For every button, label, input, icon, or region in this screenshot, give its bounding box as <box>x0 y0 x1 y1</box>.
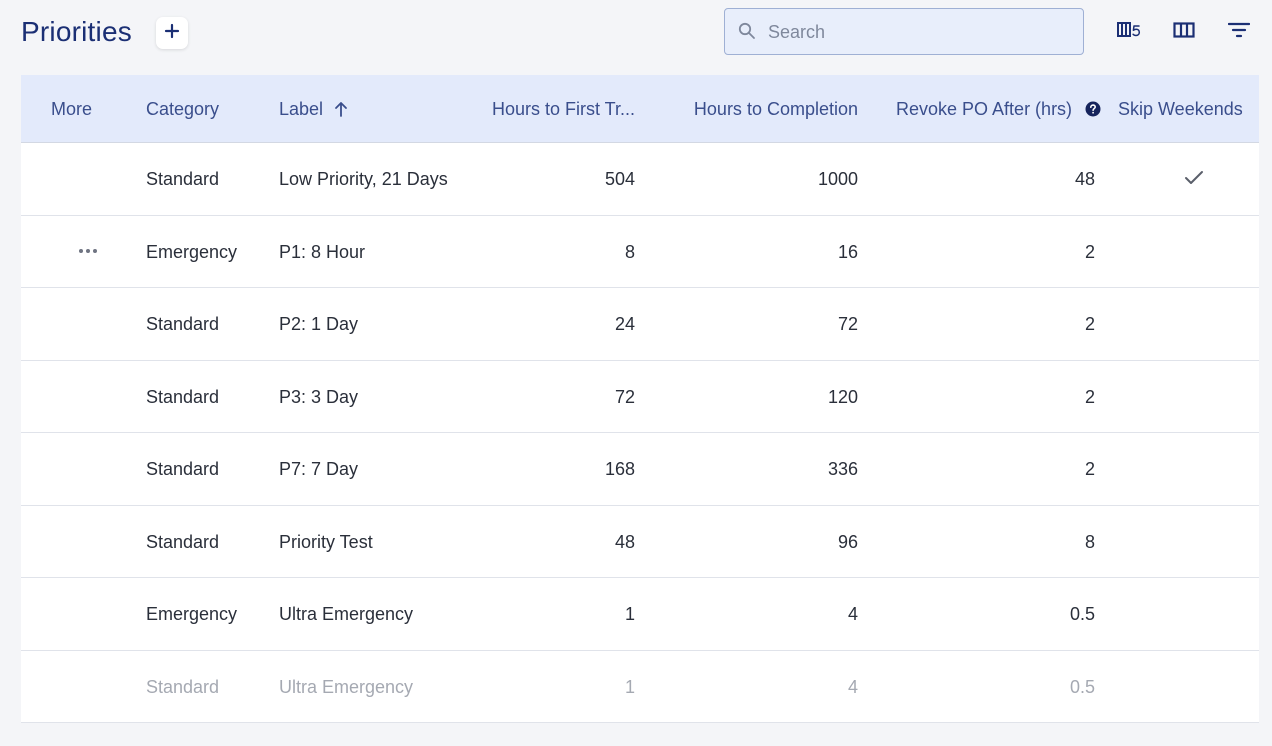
column-header-revoke-text: Revoke PO After (hrs) <box>896 99 1073 119</box>
cell-label: Priority Test <box>279 531 373 552</box>
cell-hours-completion: 96 <box>837 531 858 552</box>
cell-hours-completion: 4 <box>847 676 858 697</box>
table-row[interactable]: Standard Priority Test 48 96 8 <box>21 505 1259 578</box>
add-priority-button[interactable] <box>156 17 188 49</box>
board-view-button[interactable] <box>1115 18 1143 46</box>
table-body: Standard Low Priority, 21 Days 504 1000 48 Em… <box>21 143 1259 723</box>
column-header-hours-first[interactable]: Hours to First Tr... <box>491 99 635 119</box>
cell-hours-completion: 336 <box>827 459 858 479</box>
cell-category: Standard <box>146 386 220 407</box>
table-row[interactable]: Standard P2: 1 Day 24 72 2 <box>21 288 1259 361</box>
cell-label: P2: 1 Day <box>279 314 359 334</box>
plus-icon <box>164 23 180 44</box>
cell-category: Standard <box>146 531 220 552</box>
column-header-skip-weekends[interactable]: Skip Weekends <box>1118 99 1243 119</box>
check-icon <box>1183 171 1205 191</box>
board-count-icon <box>1116 19 1142 46</box>
cell-hours-first: 48 <box>614 531 635 552</box>
cell-category: Standard <box>146 314 220 334</box>
table-row[interactable]: Standard Ultra Emergency 1 4 0.5 <box>21 650 1259 723</box>
cell-hours-completion: 120 <box>827 386 858 407</box>
cell-category: Emergency <box>146 241 238 262</box>
cell-skip-weekends <box>1183 169 1205 192</box>
column-header-label-text: Label <box>279 99 324 119</box>
filter-icon <box>1227 21 1251 44</box>
cell-hours-first: 24 <box>614 314 635 334</box>
cell-category: Standard <box>146 459 220 479</box>
column-header-hours-completion[interactable]: Hours to Completion <box>693 99 858 119</box>
cell-category: Emergency <box>146 604 238 624</box>
columns-icon <box>1173 21 1195 44</box>
search-input[interactable] <box>768 17 1068 47</box>
column-header-category[interactable]: Category <box>146 99 220 119</box>
cell-label: P7: 7 Day <box>279 459 359 479</box>
cell-hours-completion: 16 <box>837 241 858 262</box>
cell-hours-completion: 72 <box>837 314 858 334</box>
sort-ascending-icon <box>334 101 348 122</box>
page-header: Priorities <box>0 0 1272 70</box>
cell-revoke: 8 <box>1084 531 1095 552</box>
search-icon <box>738 22 756 45</box>
cell-revoke: 2 <box>1084 386 1095 407</box>
cell-hours-completion: 1000 <box>817 169 858 189</box>
cell-category: Standard <box>146 169 220 189</box>
cell-hours-completion: 4 <box>847 604 858 624</box>
help-circle-icon[interactable] <box>1085 101 1101 122</box>
columns-button[interactable] <box>1170 18 1198 46</box>
cell-label: Ultra Emergency <box>279 604 414 624</box>
cell-label: P3: 3 Day <box>279 386 359 407</box>
cell-hours-first: 72 <box>614 386 635 407</box>
filter-button[interactable] <box>1225 18 1253 46</box>
table-row[interactable]: Standard P3: 3 Day 72 120 2 <box>21 360 1259 433</box>
table-row[interactable]: Emergency P1: 8 Hour 8 16 2 <box>21 215 1259 288</box>
column-header-revoke[interactable]: Revoke PO After (hrs) <box>896 99 1101 122</box>
cell-hours-first: 1 <box>624 604 635 624</box>
table-header: More Category Label Hours to First Tr...… <box>21 75 1259 143</box>
cell-revoke: 48 <box>1074 169 1095 189</box>
cell-category: Standard <box>146 676 220 697</box>
table-row[interactable]: Standard P7: 7 Day 168 336 2 <box>21 433 1259 506</box>
row-more-button[interactable] <box>78 238 98 259</box>
cell-revoke: 2 <box>1084 459 1095 479</box>
cell-revoke: 0.5 <box>1069 604 1095 624</box>
table-row[interactable]: Standard Low Priority, 21 Days 504 1000 48 <box>21 143 1259 216</box>
cell-hours-first: 504 <box>604 169 635 189</box>
column-header-more: More <box>51 99 93 119</box>
page-title: Priorities <box>21 16 132 47</box>
more-horizontal-icon <box>78 238 98 258</box>
cell-revoke: 2 <box>1084 241 1095 262</box>
cell-hours-first: 8 <box>624 241 635 262</box>
cell-revoke: 2 <box>1084 314 1095 334</box>
cell-hours-first: 1 <box>624 676 635 697</box>
column-header-label[interactable]: Label <box>279 99 348 122</box>
table-row[interactable]: Emergency Ultra Emergency 1 4 0.5 <box>21 578 1259 651</box>
cell-label: Low Priority, 21 Days <box>279 169 448 189</box>
priorities-table: More Category Label Hours to First Tr...… <box>21 75 1259 723</box>
search-box[interactable] <box>724 8 1084 55</box>
cell-label: Ultra Emergency <box>279 676 414 697</box>
cell-label: P1: 8 Hour <box>279 241 366 262</box>
cell-hours-first: 168 <box>604 459 635 479</box>
cell-revoke: 0.5 <box>1069 676 1095 697</box>
